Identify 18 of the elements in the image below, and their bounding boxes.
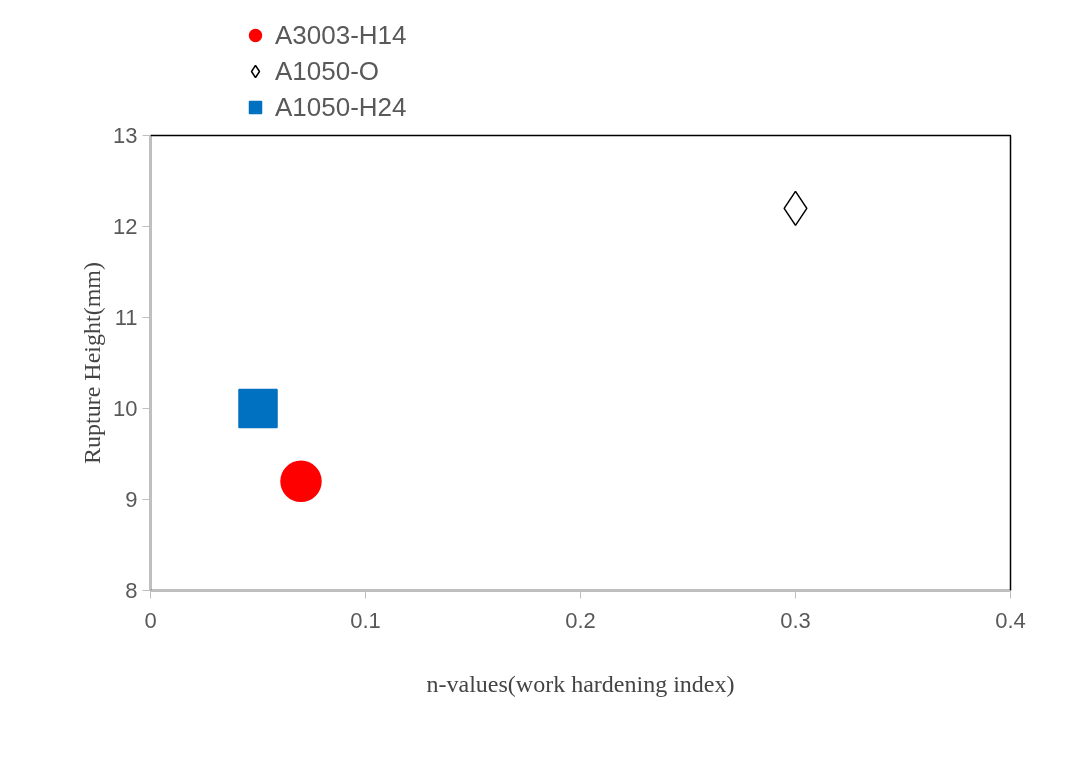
x-tick-label: 0.1 [350,607,381,633]
x-axis-title: n-values(work hardening index) [426,670,735,697]
y-tick-label: 10 [113,396,138,421]
point [238,388,278,429]
x-tick-label: 0.2 [565,607,596,633]
x-tick-label: 0.3 [780,607,811,633]
legend-label: A1050-O [275,54,380,88]
x-tick-label: 0 [144,607,157,633]
legend-label: A3003-H14 [275,18,407,52]
y-tick-label: 11 [114,305,138,330]
legend-label: A1050-H24 [275,90,407,124]
y-tick-label: 13 [113,123,138,148]
y-tick-label: 12 [113,214,138,239]
y-tick-label: 9 [125,487,138,512]
y-tick-label: 8 [125,578,138,603]
x-tick-label: 0.4 [995,607,1026,633]
y-axis-title: Rupture Height(mm) [79,262,106,464]
point [280,460,322,503]
